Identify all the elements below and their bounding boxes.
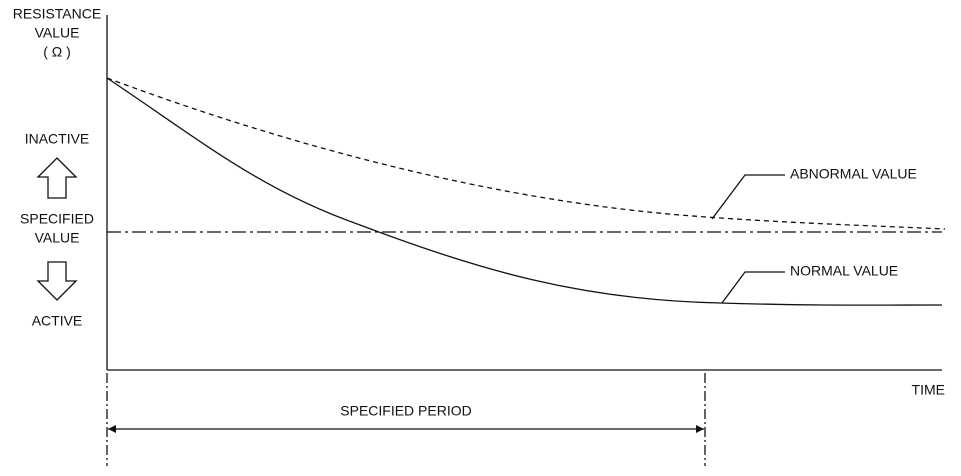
period-label: SPECIFIED PERIOD <box>340 403 471 419</box>
abnormal-leader <box>711 174 785 220</box>
normal-curve <box>106 77 943 306</box>
inactive-label: INACTIVE <box>25 131 90 147</box>
abnormal-curve <box>106 77 946 230</box>
up-arrow <box>36 157 78 199</box>
specified-label: SPECIFIED <box>20 211 94 227</box>
specified-label: VALUE <box>35 230 80 246</box>
down-arrow <box>36 261 78 301</box>
y-label: ( Ω ) <box>43 44 71 60</box>
y-label: VALUE <box>35 25 80 41</box>
active-label: ACTIVE <box>32 313 83 329</box>
normal-leader <box>721 271 785 304</box>
abnormal-label: ABNORMAL VALUE <box>790 166 917 182</box>
x-label: TIME <box>912 382 945 398</box>
y-label: RESISTANCE <box>13 6 101 22</box>
normal-label: NORMAL VALUE <box>790 263 898 279</box>
